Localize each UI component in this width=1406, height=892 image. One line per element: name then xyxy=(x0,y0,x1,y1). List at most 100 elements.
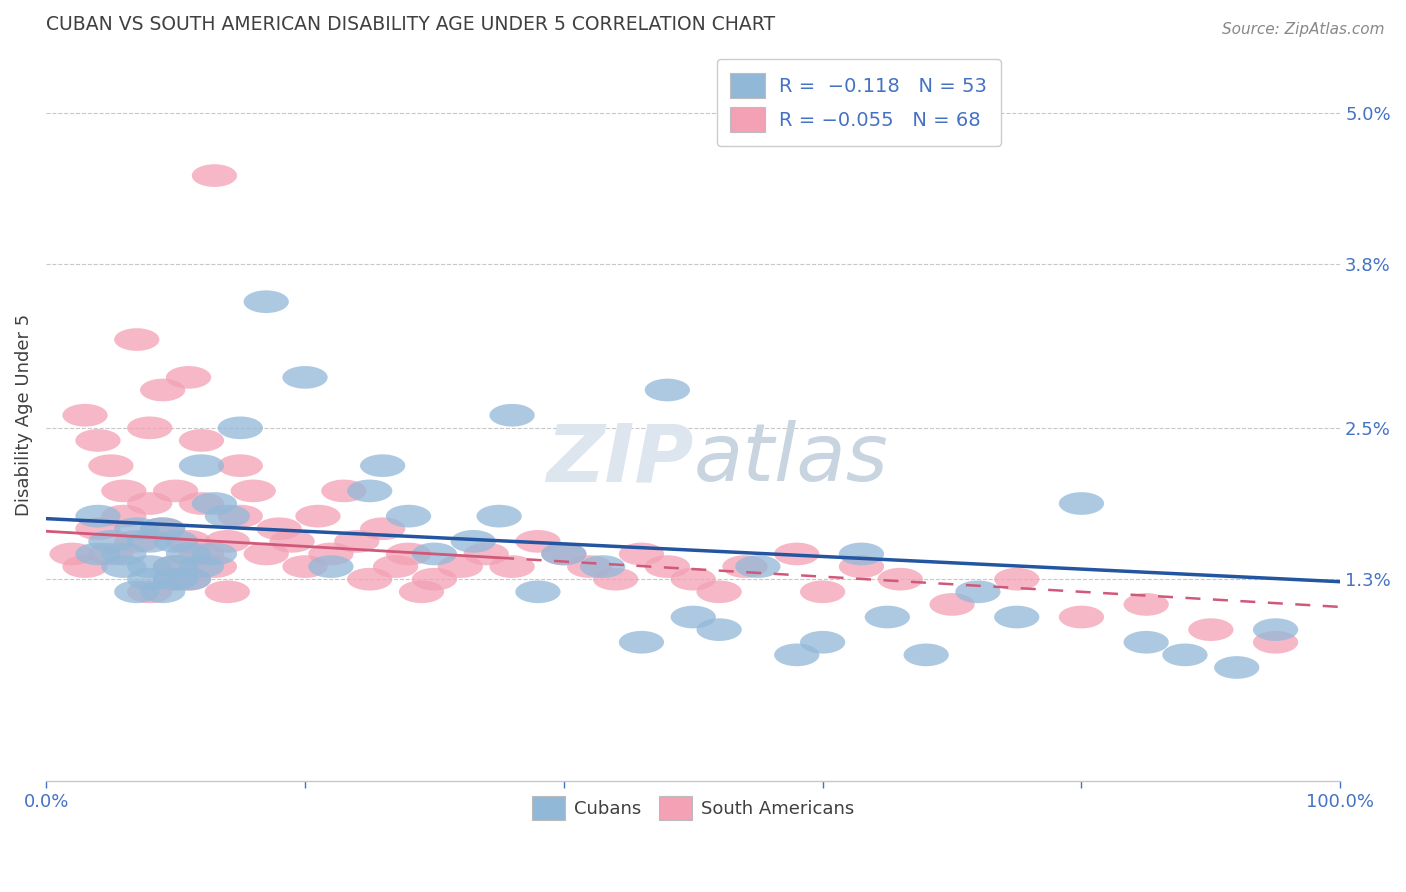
Ellipse shape xyxy=(141,378,186,401)
Ellipse shape xyxy=(671,568,716,591)
Ellipse shape xyxy=(62,555,108,578)
Legend: Cubans, South Americans: Cubans, South Americans xyxy=(526,789,862,827)
Ellipse shape xyxy=(839,542,884,566)
Ellipse shape xyxy=(127,492,173,515)
Ellipse shape xyxy=(270,530,315,553)
Ellipse shape xyxy=(904,643,949,666)
Ellipse shape xyxy=(994,606,1039,628)
Ellipse shape xyxy=(696,581,742,603)
Ellipse shape xyxy=(723,555,768,578)
Ellipse shape xyxy=(477,505,522,527)
Ellipse shape xyxy=(179,454,224,477)
Ellipse shape xyxy=(231,480,276,502)
Ellipse shape xyxy=(412,542,457,566)
Ellipse shape xyxy=(735,555,780,578)
Ellipse shape xyxy=(205,505,250,527)
Ellipse shape xyxy=(218,454,263,477)
Ellipse shape xyxy=(645,378,690,401)
Ellipse shape xyxy=(295,505,340,527)
Ellipse shape xyxy=(541,542,586,566)
Ellipse shape xyxy=(127,530,173,553)
Ellipse shape xyxy=(515,581,561,603)
Ellipse shape xyxy=(101,555,146,578)
Ellipse shape xyxy=(218,505,263,527)
Ellipse shape xyxy=(153,555,198,578)
Ellipse shape xyxy=(205,581,250,603)
Ellipse shape xyxy=(179,429,224,451)
Ellipse shape xyxy=(114,530,159,553)
Ellipse shape xyxy=(489,555,534,578)
Ellipse shape xyxy=(645,555,690,578)
Ellipse shape xyxy=(1123,631,1168,654)
Ellipse shape xyxy=(153,530,198,553)
Ellipse shape xyxy=(1059,492,1104,515)
Ellipse shape xyxy=(191,555,238,578)
Text: ZIP: ZIP xyxy=(546,420,693,498)
Ellipse shape xyxy=(1163,643,1208,666)
Ellipse shape xyxy=(101,480,146,502)
Ellipse shape xyxy=(321,480,367,502)
Ellipse shape xyxy=(775,542,820,566)
Ellipse shape xyxy=(141,517,186,540)
Ellipse shape xyxy=(775,643,820,666)
Y-axis label: Disability Age Under 5: Disability Age Under 5 xyxy=(15,314,32,516)
Ellipse shape xyxy=(360,517,405,540)
Ellipse shape xyxy=(515,530,561,553)
Ellipse shape xyxy=(800,631,845,654)
Ellipse shape xyxy=(335,530,380,553)
Ellipse shape xyxy=(1188,618,1233,641)
Ellipse shape xyxy=(671,606,716,628)
Ellipse shape xyxy=(955,581,1001,603)
Ellipse shape xyxy=(62,404,108,426)
Ellipse shape xyxy=(49,542,94,566)
Ellipse shape xyxy=(127,568,173,591)
Ellipse shape xyxy=(619,542,664,566)
Ellipse shape xyxy=(1059,606,1104,628)
Ellipse shape xyxy=(541,542,586,566)
Ellipse shape xyxy=(141,517,186,540)
Ellipse shape xyxy=(89,454,134,477)
Ellipse shape xyxy=(127,581,173,603)
Ellipse shape xyxy=(283,366,328,389)
Ellipse shape xyxy=(76,505,121,527)
Ellipse shape xyxy=(308,555,353,578)
Ellipse shape xyxy=(205,530,250,553)
Ellipse shape xyxy=(166,366,211,389)
Ellipse shape xyxy=(839,555,884,578)
Ellipse shape xyxy=(412,568,457,591)
Ellipse shape xyxy=(127,555,173,578)
Ellipse shape xyxy=(1253,618,1298,641)
Ellipse shape xyxy=(450,530,496,553)
Ellipse shape xyxy=(1123,593,1168,615)
Ellipse shape xyxy=(101,542,146,566)
Ellipse shape xyxy=(399,581,444,603)
Ellipse shape xyxy=(256,517,302,540)
Ellipse shape xyxy=(865,606,910,628)
Ellipse shape xyxy=(1215,657,1260,679)
Ellipse shape xyxy=(76,517,121,540)
Ellipse shape xyxy=(218,417,263,439)
Ellipse shape xyxy=(283,555,328,578)
Ellipse shape xyxy=(373,555,418,578)
Ellipse shape xyxy=(153,568,198,591)
Ellipse shape xyxy=(800,581,845,603)
Ellipse shape xyxy=(114,328,159,351)
Ellipse shape xyxy=(166,530,211,553)
Ellipse shape xyxy=(76,429,121,451)
Ellipse shape xyxy=(153,568,198,591)
Ellipse shape xyxy=(166,568,211,591)
Ellipse shape xyxy=(581,555,626,578)
Ellipse shape xyxy=(166,542,211,566)
Ellipse shape xyxy=(89,530,134,553)
Ellipse shape xyxy=(619,631,664,654)
Ellipse shape xyxy=(166,568,211,591)
Ellipse shape xyxy=(464,542,509,566)
Ellipse shape xyxy=(179,555,224,578)
Ellipse shape xyxy=(593,568,638,591)
Ellipse shape xyxy=(360,454,405,477)
Ellipse shape xyxy=(153,555,198,578)
Ellipse shape xyxy=(385,542,432,566)
Ellipse shape xyxy=(191,492,238,515)
Ellipse shape xyxy=(89,542,134,566)
Ellipse shape xyxy=(101,505,146,527)
